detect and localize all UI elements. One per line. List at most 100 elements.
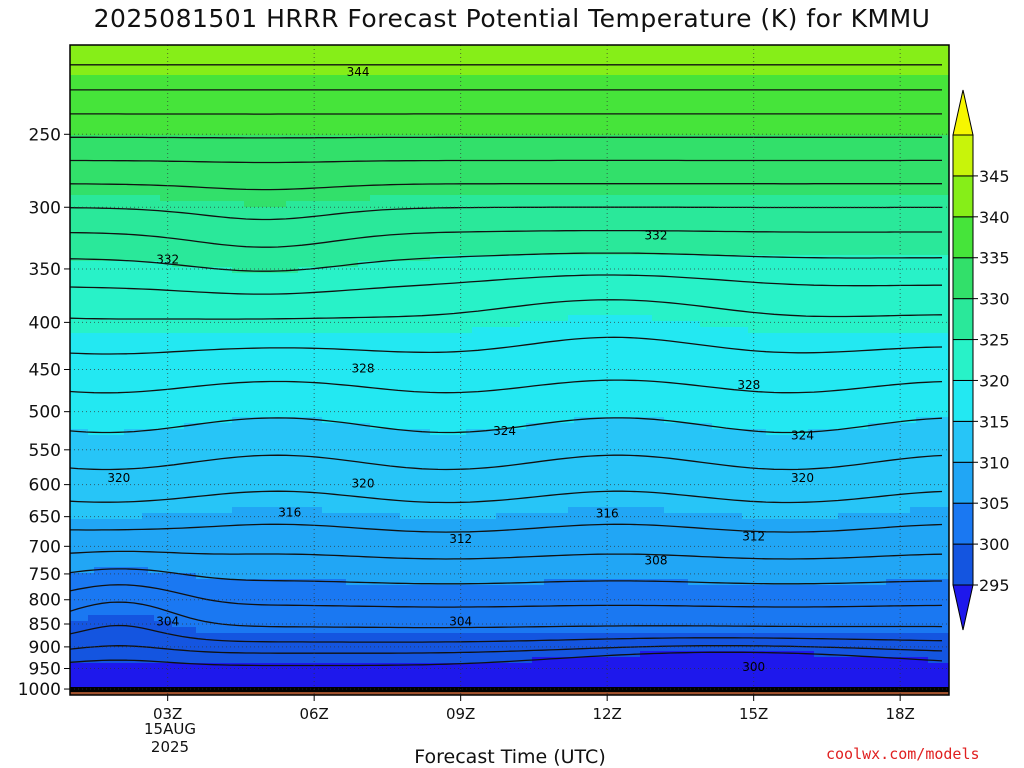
fill-cell: [178, 117, 185, 124]
fill-cell: [208, 249, 215, 256]
fill-cell: [220, 669, 227, 676]
fill-cell: [232, 651, 239, 658]
fill-cell: [214, 561, 221, 568]
fill-cell: [310, 603, 317, 610]
fill-cell: [112, 441, 119, 448]
fill-cell: [190, 255, 197, 262]
fill-cell: [190, 45, 197, 52]
fill-cell: [196, 471, 203, 478]
fill-cell: [154, 291, 161, 298]
fill-cell: [76, 267, 83, 274]
fill-cell: [322, 501, 329, 508]
fill-cell: [196, 93, 203, 100]
fill-cell: [322, 549, 329, 556]
fill-cell: [160, 453, 167, 460]
fill-cell: [166, 279, 173, 286]
fill-cell: [148, 267, 155, 274]
fill-cell: [142, 405, 149, 412]
fill-cell: [100, 615, 107, 622]
fill-cell: [250, 525, 257, 532]
fill-cell: [310, 171, 317, 178]
fill-cell: [208, 537, 215, 544]
fill-cell: [88, 255, 95, 262]
fill-cell: [160, 495, 167, 502]
fill-cell: [262, 465, 269, 472]
fill-cell: [220, 207, 227, 214]
fill-cell: [88, 153, 95, 160]
fill-cell: [130, 261, 137, 268]
fill-cell: [82, 405, 89, 412]
fill-cell: [166, 153, 173, 160]
fill-cell: [82, 399, 89, 406]
fill-cell: [286, 459, 293, 466]
fill-cell: [226, 69, 233, 76]
fill-cell: [190, 99, 197, 106]
fill-cell: [232, 207, 239, 214]
fill-cell: [196, 441, 203, 448]
fill-cell: [196, 225, 203, 232]
fill-cell: [238, 333, 245, 340]
fill-cell: [304, 357, 311, 364]
fill-cell: [238, 543, 245, 550]
fill-cell: [244, 351, 251, 358]
fill-cell: [220, 129, 227, 136]
fill-cell: [76, 243, 83, 250]
fill-cell: [154, 447, 161, 454]
fill-cell: [166, 297, 173, 304]
fill-cell: [280, 405, 287, 412]
fill-cell: [226, 423, 233, 430]
fill-cell: [334, 57, 341, 64]
fill-cell: [340, 339, 347, 346]
fill-cell: [190, 555, 197, 562]
fill-cell: [100, 183, 107, 190]
fill-cell: [310, 129, 317, 136]
fill-cell: [232, 81, 239, 88]
fill-cell: [136, 573, 143, 580]
fill-cell: [292, 213, 299, 220]
fill-cell: [130, 81, 137, 88]
fill-cell: [316, 621, 323, 628]
fill-cell: [256, 579, 263, 586]
fill-cell: [142, 321, 149, 328]
fill-cell: [118, 261, 125, 268]
fill-cell: [232, 297, 239, 304]
fill-cell: [124, 477, 131, 484]
fill-cell: [106, 177, 113, 184]
fill-cell: [328, 195, 335, 202]
fill-cell: [160, 375, 167, 382]
fill-cell: [334, 309, 341, 316]
fill-cell: [304, 555, 311, 562]
fill-cell: [76, 567, 83, 574]
fill-cell: [100, 231, 107, 238]
fill-cell: [124, 381, 131, 388]
fill-cell: [70, 471, 77, 478]
fill-cell: [286, 279, 293, 286]
fill-cell: [70, 609, 77, 616]
fill-cell: [232, 189, 239, 196]
fill-cell: [316, 207, 323, 214]
fill-cell: [112, 459, 119, 466]
fill-cell: [280, 423, 287, 430]
fill-cell: [118, 525, 125, 532]
fill-cell: [256, 441, 263, 448]
fill-cell: [244, 261, 251, 268]
fill-cell: [316, 309, 323, 316]
fill-cell: [310, 351, 317, 358]
fill-cell: [166, 213, 173, 220]
fill-cell: [262, 435, 269, 442]
fill-cell: [154, 519, 161, 526]
fill-cell: [124, 69, 131, 76]
fill-cell: [82, 273, 89, 280]
fill-cell: [256, 231, 263, 238]
fill-cell: [316, 561, 323, 568]
fill-cell: [238, 225, 245, 232]
fill-cell: [304, 225, 311, 232]
fill-cell: [172, 171, 179, 178]
fill-cell: [286, 63, 293, 70]
fill-cell: [124, 345, 131, 352]
fill-cell: [316, 231, 323, 238]
fill-cell: [196, 369, 203, 376]
fill-cell: [334, 411, 341, 418]
fill-cell: [214, 261, 221, 268]
fill-cell: [292, 81, 299, 88]
